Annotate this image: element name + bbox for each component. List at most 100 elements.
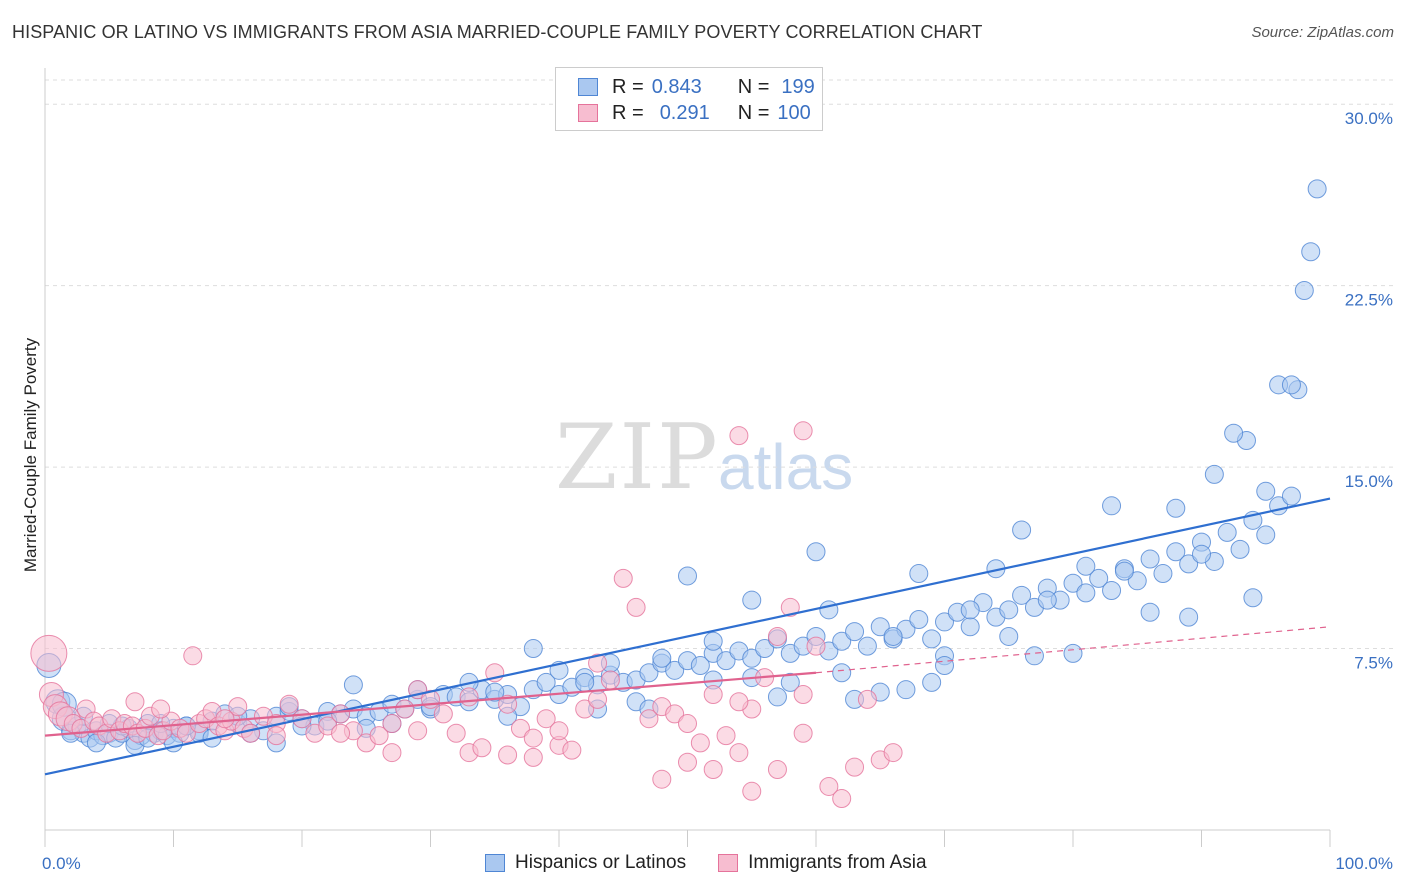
point-asia	[523, 728, 543, 748]
legend-swatch-asia	[718, 854, 739, 872]
watermark-zip: ZIP	[555, 405, 720, 510]
x-tick-label: 0.0%	[42, 854, 81, 873]
point-hispanics	[1127, 571, 1147, 591]
point-asia	[549, 721, 569, 741]
point-asia	[183, 646, 203, 666]
point-asia	[665, 704, 685, 724]
point-asia	[395, 699, 415, 719]
point-asia	[742, 781, 762, 801]
point-hispanics	[1102, 580, 1122, 600]
point-hispanics	[755, 639, 775, 659]
point-asia	[369, 726, 389, 746]
point-asia	[729, 426, 749, 446]
point-hispanics	[832, 663, 852, 683]
point-hispanics	[1037, 590, 1057, 610]
point-asia	[793, 723, 813, 743]
point-asia	[498, 745, 518, 765]
point-asia	[279, 694, 299, 714]
point-hispanics	[1063, 643, 1083, 663]
point-hispanics	[1256, 525, 1276, 545]
point-hispanics	[857, 636, 877, 656]
point-hispanics	[1153, 564, 1173, 584]
legend-r-value: 0.291	[659, 101, 710, 124]
legend-item-hispanics[interactable]: Hispanics or Latinos	[485, 852, 686, 874]
legend-row-asia: R = 0.291 N = 100	[578, 101, 811, 125]
point-asia	[331, 723, 351, 743]
point-hispanics	[690, 655, 710, 675]
point-asia	[446, 723, 466, 743]
point-asia	[241, 723, 261, 743]
point-hispanics	[1204, 464, 1224, 484]
y-tick-label: 30.0%	[1345, 109, 1393, 128]
point-asia	[588, 689, 608, 709]
point-hispanics	[909, 564, 929, 584]
point-hispanics	[999, 626, 1019, 646]
point-hispanics	[935, 655, 954, 675]
point-asia	[459, 687, 479, 707]
x-tick-label: 100.0%	[1335, 854, 1393, 873]
point-asia	[562, 740, 582, 760]
point-asia	[331, 704, 351, 724]
point-asia	[613, 568, 633, 588]
point-asia	[472, 738, 492, 758]
point-hispanics	[883, 626, 903, 646]
point-hispanics	[703, 631, 723, 651]
tick-labels: 7.5% 15.0% 22.5% 30.0% 0.0% 100.0%	[42, 109, 1393, 873]
point-asia	[575, 699, 595, 719]
series-asia-points	[30, 421, 903, 809]
point-hispanics	[742, 648, 762, 668]
point-hispanics	[1063, 573, 1083, 593]
point-hispanics	[896, 680, 916, 700]
trend-line-asia	[44, 671, 817, 737]
point-asia	[639, 709, 659, 729]
point-hispanics	[1192, 544, 1211, 564]
series-legend: Hispanics or Latinos Immigrants from Asi…	[485, 852, 959, 874]
point-asia	[626, 597, 646, 617]
point-hispanics	[960, 600, 980, 620]
point-asia	[536, 709, 556, 729]
y-axis-label: Married-Couple Family Poverty	[21, 337, 40, 572]
point-hispanics	[1256, 481, 1276, 501]
y-tick-label: 22.5%	[1345, 291, 1393, 310]
point-hispanics	[1179, 554, 1199, 574]
point-asia	[510, 718, 530, 738]
point-asia	[125, 692, 145, 712]
trend-lines	[44, 497, 1331, 776]
point-hispanics	[909, 610, 929, 630]
point-hispanics	[1102, 496, 1122, 516]
legend-swatch-hispanics	[578, 78, 598, 96]
point-asia	[716, 726, 736, 746]
legend-item-asia[interactable]: Immigrants from Asia	[718, 852, 927, 874]
point-asia	[767, 760, 787, 780]
point-hispanics	[1076, 583, 1096, 603]
trend-line-hispanics	[44, 497, 1331, 776]
point-asia	[883, 743, 903, 763]
point-hispanics	[999, 600, 1019, 620]
point-asia	[806, 636, 826, 656]
point-asia	[151, 699, 171, 719]
point-hispanics	[523, 639, 543, 659]
point-hispanics	[780, 672, 800, 692]
point-hispanics	[716, 651, 736, 671]
point-hispanics	[665, 660, 685, 680]
legend-n-value: 100	[777, 101, 811, 124]
point-asia	[652, 769, 672, 789]
point-hispanics	[652, 648, 672, 668]
point-hispanics	[960, 617, 980, 637]
point-hispanics	[922, 672, 942, 692]
point-hispanics	[832, 631, 852, 651]
point-hispanics	[1024, 646, 1044, 666]
legend-n-value: 199	[781, 75, 815, 98]
point-asia	[780, 597, 800, 617]
point-asia	[498, 694, 518, 714]
point-asia	[703, 760, 723, 780]
point-hispanics	[1294, 280, 1314, 300]
point-hispanics	[678, 566, 697, 586]
point-hispanics	[1140, 602, 1160, 622]
legend-n-label: N =	[737, 75, 770, 98]
point-asia	[600, 670, 620, 690]
point-hispanics	[639, 663, 659, 683]
point-asia	[408, 721, 428, 741]
point-hispanics	[1076, 556, 1096, 576]
